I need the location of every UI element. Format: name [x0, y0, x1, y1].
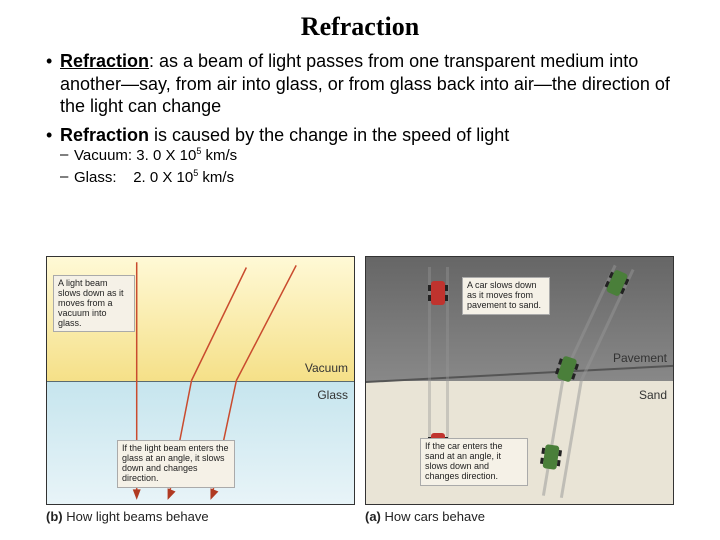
- vacuum-label: Vacuum: [305, 361, 348, 375]
- light-caption: (b) How light beams behave: [46, 509, 355, 524]
- figure-row: A light beam slows down as it moves from…: [46, 256, 674, 524]
- bullet-list: Refraction: as a beam of light passes fr…: [46, 50, 690, 188]
- glass-label: Glass: [317, 388, 348, 402]
- bullet-1-term: Refraction: [60, 51, 149, 71]
- cars-box-1: A car slows down as it moves from paveme…: [462, 277, 550, 315]
- figure-light: A light beam slows down as it moves from…: [46, 256, 355, 524]
- sub1-unit: km/s: [201, 147, 237, 164]
- cars-panel: A car slows down as it moves from paveme…: [365, 256, 674, 505]
- sub-bullet-glass: Glass: 2. 0 X 105 km/s: [60, 168, 690, 188]
- sub-bullet-vacuum: Vacuum: 3. 0 X 105 km/s: [60, 146, 690, 166]
- light-box-1: A light beam slows down as it moves from…: [53, 275, 135, 332]
- bullet-1-text: : as a beam of light passes from one tra…: [60, 51, 670, 116]
- sub2-unit: km/s: [198, 169, 234, 186]
- sub2-label: Glass:: [74, 169, 117, 186]
- sub1-val: 3. 0 X 10: [136, 147, 196, 164]
- car-red-top: [431, 281, 445, 305]
- pavement-label: Pavement: [613, 351, 667, 365]
- sub2-val: 2. 0 X 10: [133, 169, 193, 186]
- cars-box-2: If the car enters the sand at an angle, …: [420, 438, 528, 486]
- bullet-2-text: is caused by the change in the speed of …: [149, 125, 509, 145]
- cars-caption-text: How cars behave: [381, 509, 485, 524]
- bullet-2-term: Refraction: [60, 125, 149, 145]
- bullet-1: Refraction: as a beam of light passes fr…: [46, 50, 690, 118]
- light-box-2: If the light beam enters the glass at an…: [117, 440, 235, 488]
- sand-label: Sand: [639, 388, 667, 402]
- light-panel: A light beam slows down as it moves from…: [46, 256, 355, 505]
- cars-caption: (a) How cars behave: [365, 509, 674, 524]
- bullet-2: Refraction is caused by the change in th…: [46, 124, 690, 188]
- sub1-label: Vacuum:: [74, 147, 132, 164]
- figure-cars: A car slows down as it moves from paveme…: [365, 256, 674, 524]
- page-title: Refraction: [0, 0, 720, 50]
- cars-caption-label: (a): [365, 509, 381, 524]
- light-caption-text: How light beams behave: [63, 509, 209, 524]
- light-caption-label: (b): [46, 509, 63, 524]
